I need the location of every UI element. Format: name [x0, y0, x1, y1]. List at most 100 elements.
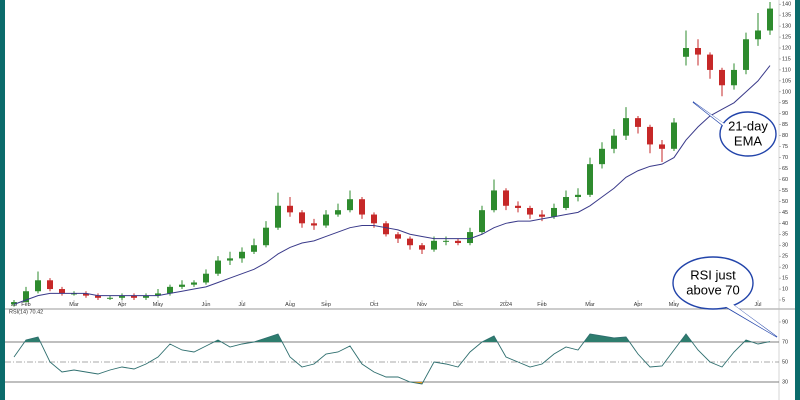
candle-body — [155, 293, 161, 296]
candle-body — [11, 302, 17, 305]
candle-body — [683, 48, 689, 57]
candle-body — [695, 48, 701, 55]
candle-body — [47, 280, 53, 290]
candle-body — [179, 284, 185, 287]
candle-body — [119, 295, 125, 298]
candle-body — [659, 144, 665, 149]
candle-body — [215, 260, 221, 274]
y-tick-label: 10 — [782, 286, 788, 292]
candle-body — [719, 69, 725, 86]
candle-body — [467, 232, 473, 244]
candle-body — [623, 118, 629, 136]
candle-body — [419, 245, 425, 250]
candle-body — [287, 205, 293, 213]
candle-body — [635, 118, 641, 127]
candle-body — [23, 291, 29, 303]
y-tick-label: 90 — [782, 319, 788, 325]
y-tick-label: 30 — [782, 379, 788, 385]
y-tick-label: 115 — [782, 56, 791, 62]
candle-body — [191, 282, 197, 285]
candle-body — [299, 212, 305, 224]
chart-background — [5, 0, 795, 400]
rsi-label: RSI(14) 70.42 — [9, 309, 43, 315]
y-tick-label: 120 — [782, 45, 791, 51]
callout-bubble — [719, 111, 777, 157]
y-tick-label: 15 — [782, 276, 788, 282]
x-tick-label: Nov — [417, 302, 427, 308]
candle-body — [431, 240, 437, 250]
candle-body — [203, 273, 209, 283]
x-tick-label: May — [669, 302, 680, 308]
candle-body — [263, 227, 269, 246]
candle-body — [323, 214, 329, 226]
callout-text: 21-day — [728, 118, 768, 133]
candle-body — [167, 286, 173, 294]
candle-body — [539, 214, 545, 217]
callout-text: RSI just — [690, 267, 736, 282]
candle-body — [731, 69, 737, 86]
candle-body — [395, 234, 401, 239]
candle-body — [311, 223, 317, 226]
ema-line — [13, 65, 771, 305]
x-tick-label: Dec — [453, 302, 463, 308]
y-tick-label: 130 — [782, 24, 791, 30]
y-tick-label: 50 — [782, 199, 788, 205]
callout-bubble — [672, 256, 754, 310]
y-tick-label: 55 — [782, 188, 788, 194]
y-tick-label: 110 — [782, 67, 791, 73]
y-tick-label: 105 — [782, 78, 791, 84]
y-tick-label: 65 — [782, 166, 788, 172]
y-tick-label: 90 — [782, 111, 788, 117]
candle-body — [35, 280, 41, 292]
candle-body — [587, 164, 593, 195]
x-tick-label: Apr — [634, 302, 643, 308]
x-tick-label: Feb — [21, 302, 30, 308]
y-tick-label: 5 — [782, 297, 785, 303]
x-tick-label: Oct — [370, 302, 379, 308]
candle-body — [647, 126, 653, 145]
candle-body — [455, 240, 461, 244]
candle-body — [503, 190, 509, 206]
candle-body — [515, 205, 521, 208]
y-tick-label: 25 — [782, 254, 788, 260]
y-tick-label: 60 — [782, 177, 788, 183]
candle-body — [239, 251, 245, 259]
candle-body — [371, 214, 377, 224]
x-tick-label: Sep — [321, 302, 331, 308]
y-tick-label: 35 — [782, 232, 788, 238]
x-tick-label: Feb — [537, 302, 546, 308]
rsi-line — [13, 333, 771, 385]
candle-body — [527, 207, 533, 215]
x-tick-label: Jul — [238, 302, 245, 308]
candle-body — [611, 135, 617, 149]
candle-body — [491, 190, 497, 211]
y-tick-label: 70 — [782, 155, 788, 161]
x-tick-label: Mar — [69, 302, 79, 308]
candle-body — [443, 240, 449, 242]
candle-body — [107, 297, 113, 299]
candle-body — [707, 54, 713, 70]
y-tick-label: 125 — [782, 35, 791, 41]
candle-body — [251, 245, 257, 252]
candle-body — [347, 199, 353, 211]
callout-cover — [704, 283, 777, 337]
x-tick-label: Mar — [585, 302, 595, 308]
candle-body — [227, 258, 233, 261]
candle-body — [83, 293, 89, 296]
y-tick-label: 30 — [782, 243, 788, 249]
candle-body — [671, 122, 677, 149]
candle-body — [479, 210, 485, 233]
candle-body — [563, 197, 569, 208]
callout-text: EMA — [734, 133, 763, 148]
candle-body — [359, 199, 365, 215]
candle-body — [383, 223, 389, 235]
candle-body — [143, 295, 149, 298]
candle-body — [767, 8, 773, 31]
candle-body — [575, 194, 581, 198]
candle-body — [95, 295, 101, 298]
x-tick-label: Apr — [118, 302, 127, 308]
